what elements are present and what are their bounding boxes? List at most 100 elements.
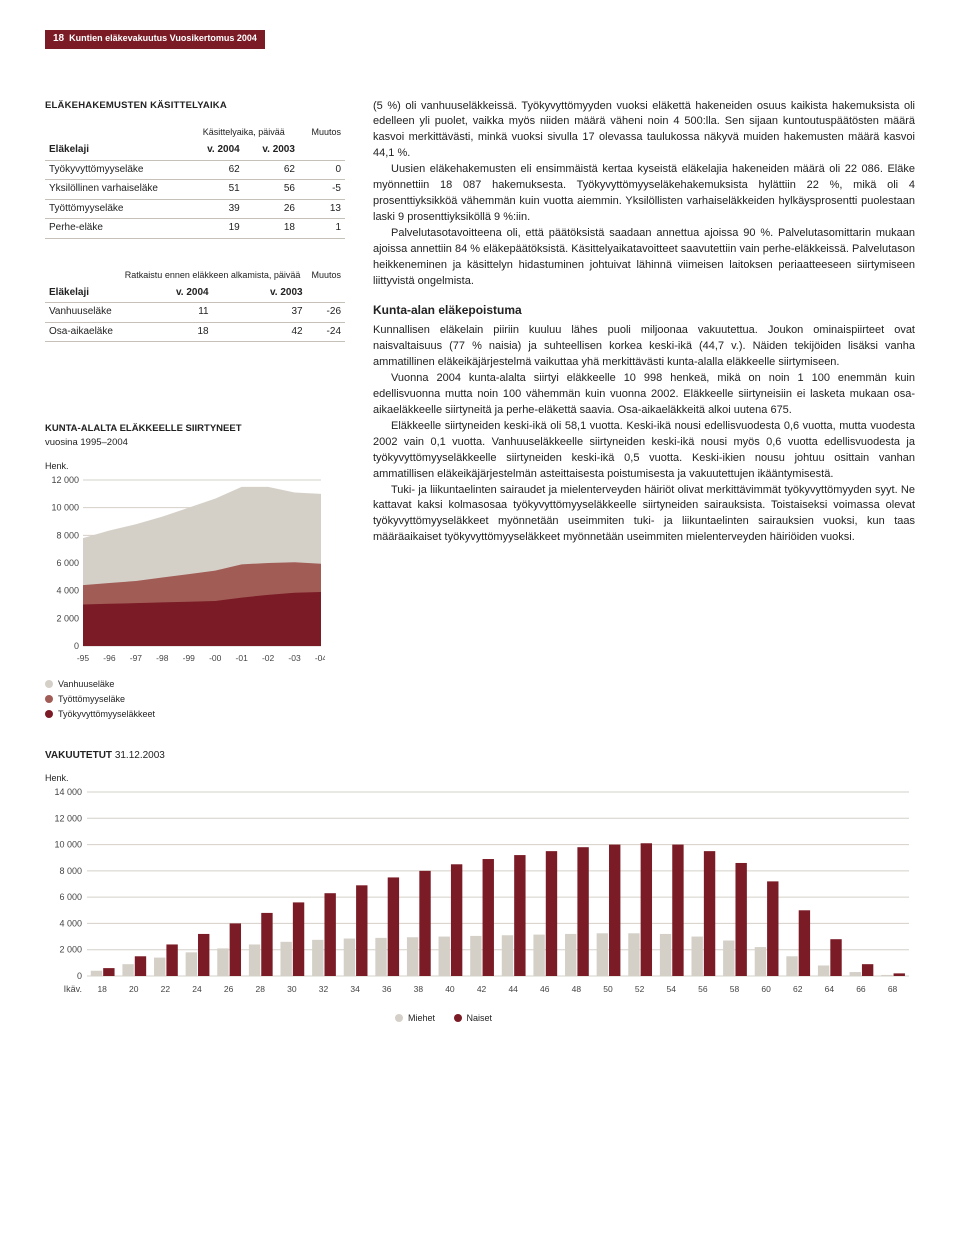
svg-text:-98: -98	[156, 653, 169, 663]
svg-text:-95: -95	[77, 653, 90, 663]
svg-text:6 000: 6 000	[59, 892, 82, 902]
svg-text:54: 54	[667, 984, 677, 994]
body-text: (5 %) oli vanhuuseläkkeissä. Työkyvyttöm…	[373, 99, 915, 724]
th	[307, 284, 345, 303]
paragraph: (5 %) oli vanhuuseläkkeissä. Työkyvyttöm…	[373, 99, 915, 163]
svg-text:6 000: 6 000	[56, 558, 79, 568]
svg-text:28: 28	[256, 984, 266, 994]
paragraph: Palvelutasotavoitteena oli, että päätöks…	[373, 226, 915, 290]
svg-text:12 000: 12 000	[54, 813, 82, 823]
bar-chart-legend: Miehet Naiset	[395, 1010, 915, 1027]
cell: 11	[119, 303, 213, 323]
svg-text:-97: -97	[130, 653, 143, 663]
svg-text:-03: -03	[288, 653, 301, 663]
area-chart-legend: VanhuuseläkeTyöttömyyseläkeTyökyvyttömyy…	[45, 678, 345, 721]
svg-text:48: 48	[572, 984, 582, 994]
th: v. 2004	[119, 284, 213, 303]
cell: Yksilöllinen varhaiseläke	[45, 180, 188, 200]
svg-text:44: 44	[508, 984, 518, 994]
cell: 37	[213, 303, 307, 323]
svg-text:4 000: 4 000	[59, 918, 82, 928]
th: v. 2004	[188, 141, 243, 160]
area-chart: 0 2 000 4 000 6 000 8 000 10 000 12 000 -95 -96 -…	[45, 476, 325, 666]
bar-chart-date: 31.12.2003	[115, 750, 165, 761]
svg-text:36: 36	[382, 984, 392, 994]
cell: 18	[119, 322, 213, 342]
svg-text:-04: -04	[315, 653, 325, 663]
svg-text:8 000: 8 000	[59, 865, 82, 875]
svg-text:66: 66	[856, 984, 866, 994]
area-chart-subtitle: vuosina 1995–2004	[45, 436, 345, 450]
paragraph: Tuki- ja liikuntaelinten sairaudet ja mi…	[373, 483, 915, 547]
paragraph: Uusien eläkehakemusten eli ensimmäistä k…	[373, 162, 915, 226]
cell: 62	[188, 160, 243, 180]
svg-text:12 000: 12 000	[51, 476, 79, 485]
cell: -24	[307, 322, 345, 342]
cell: 51	[188, 180, 243, 200]
area-chart-title: KUNTA-ALALTA ELÄKKEELLE SIIRTYNEET	[45, 422, 345, 436]
svg-text:40: 40	[445, 984, 455, 994]
th	[299, 141, 345, 160]
svg-text:38: 38	[414, 984, 424, 994]
subheading: Kunta-alan eläkepoistuma	[373, 302, 915, 319]
svg-text:42: 42	[477, 984, 487, 994]
cell: Työkyvyttömyyseläke	[45, 160, 188, 180]
table2-muutos: Muutos	[311, 270, 341, 280]
svg-text:24: 24	[192, 984, 202, 994]
bar-chart-title: VAKUUTETUT	[45, 750, 112, 761]
svg-text:2 000: 2 000	[56, 613, 79, 623]
table-ratkaistu: Ratkaistu ennen eläkkeen alkamista, päiv…	[45, 267, 345, 343]
svg-text:52: 52	[635, 984, 645, 994]
svg-text:34: 34	[350, 984, 360, 994]
svg-text:0: 0	[77, 971, 82, 981]
svg-text:4 000: 4 000	[56, 586, 79, 596]
table2-sublabel: Ratkaistu ennen eläkkeen alkamista, päiv…	[125, 270, 301, 280]
svg-text:8 000: 8 000	[56, 530, 79, 540]
cell: -26	[307, 303, 345, 323]
table-kasittelyaika: Käsittelyaika, päivää Muutos Eläkelaji v…	[45, 124, 345, 239]
legend-miehet: Miehet	[408, 1012, 435, 1025]
header-title: Kuntien eläkevakuutus Vuosikertomus 2004	[69, 33, 257, 43]
svg-text:32: 32	[319, 984, 329, 994]
svg-text:20: 20	[129, 984, 139, 994]
page-number: 18	[53, 33, 64, 44]
bar-chart: 02 0004 0006 0008 00010 00012 00014 000I…	[45, 788, 915, 998]
svg-text:0: 0	[74, 641, 79, 651]
cell: Vanhuuseläke	[45, 303, 119, 323]
cell: 19	[188, 219, 243, 239]
cell: Perhe-eläke	[45, 219, 188, 239]
cell: 0	[299, 160, 345, 180]
th: Eläkelaji	[45, 141, 188, 160]
cell: Osa-aikaeläke	[45, 322, 119, 342]
svg-text:10 000: 10 000	[54, 839, 82, 849]
svg-text:-00: -00	[209, 653, 222, 663]
page-header: 18 Kuntien eläkevakuutus Vuosikertomus 2…	[45, 30, 265, 49]
cell: 39	[188, 199, 243, 219]
bar-chart-yunit: Henk.	[45, 772, 915, 785]
th: v. 2003	[244, 141, 299, 160]
svg-text:60: 60	[761, 984, 771, 994]
area-chart-yunit: Henk.	[45, 460, 345, 473]
svg-text:50: 50	[603, 984, 613, 994]
th: Eläkelaji	[45, 284, 119, 303]
svg-text:10 000: 10 000	[51, 503, 79, 513]
svg-text:58: 58	[730, 984, 740, 994]
legend-naiset: Naiset	[467, 1012, 493, 1025]
svg-text:2 000: 2 000	[59, 944, 82, 954]
cell: 13	[299, 199, 345, 219]
svg-text:68: 68	[888, 984, 898, 994]
table1-muutos: Muutos	[311, 127, 341, 137]
cell: 26	[244, 199, 299, 219]
table1-title: ELÄKEHAKEMUSTEN KÄSITTELYAIKA	[45, 99, 345, 113]
svg-text:-01: -01	[236, 653, 249, 663]
cell: Työttömyyseläke	[45, 199, 188, 219]
svg-text:30: 30	[287, 984, 297, 994]
svg-text:64: 64	[825, 984, 835, 994]
svg-text:-96: -96	[103, 653, 116, 663]
svg-text:18: 18	[97, 984, 107, 994]
table1-sublabel: Käsittelyaika, päivää	[203, 127, 285, 137]
paragraph: Kunnallisen eläkelain piiriin kuuluu läh…	[373, 323, 915, 371]
cell: 62	[244, 160, 299, 180]
svg-text:14 000: 14 000	[54, 788, 82, 797]
paragraph: Eläkkeelle siirtyneiden keski-ikä oli 58…	[373, 419, 915, 483]
